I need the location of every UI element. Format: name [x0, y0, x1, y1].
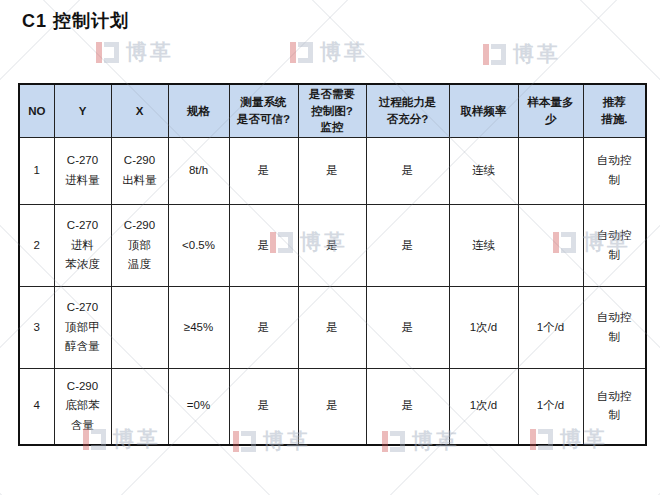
cell-process-capability: 是	[366, 205, 449, 287]
cell-control-chart: 是	[298, 138, 366, 205]
bogee-logo-icon	[96, 42, 119, 63]
cell-sampling-frequency: 连续	[449, 205, 518, 287]
watermark: 博革	[96, 38, 174, 66]
cell-sampling-frequency: 1次/d	[449, 287, 518, 369]
cell-spec: 8t/h	[168, 138, 229, 205]
cell-sample-size	[518, 138, 583, 205]
cell-measurement-system: 是	[229, 287, 298, 369]
column-header-no: NO	[19, 84, 54, 138]
table-row: 1 C-270 进料量 C-290 出料量 8t/h 是 是 是 连续 自动控 …	[19, 138, 646, 205]
cell-x	[111, 369, 168, 445]
cell-spec: =0%	[168, 369, 229, 445]
watermark: 博革	[483, 40, 561, 68]
cell-measurement-system: 是	[229, 138, 298, 205]
cell-no: 3	[19, 287, 54, 369]
cell-no: 4	[19, 369, 54, 445]
cell-spec: <0.5%	[168, 205, 229, 287]
cell-recommended-action: 自动控 制	[583, 369, 646, 445]
page-title: C1 控制计划	[22, 9, 129, 33]
column-header-control-chart: 是否需要 控制图? 监控	[298, 84, 366, 138]
cell-no: 1	[19, 138, 54, 205]
cell-sampling-frequency: 1次/d	[449, 369, 518, 445]
cell-recommended-action: 自动控 制	[583, 205, 646, 287]
watermark-text: 博革	[320, 38, 368, 66]
column-header-sample-size: 样本量多 少	[518, 84, 583, 138]
cell-recommended-action: 自动控 制	[583, 287, 646, 369]
cell-process-capability: 是	[366, 369, 449, 445]
column-header-y: Y	[54, 84, 111, 138]
cell-sampling-frequency: 连续	[449, 138, 518, 205]
column-header-x: X	[111, 84, 168, 138]
table-header-row: NO Y X 规格 测量系统 是否可信? 是否需要 控制图? 监控 过程能力是 …	[19, 84, 646, 138]
cell-process-capability: 是	[366, 138, 449, 205]
cell-y: C-270 进料量	[54, 138, 111, 205]
cell-sample-size: 1个/d	[518, 287, 583, 369]
cell-control-chart: 是	[298, 287, 366, 369]
control-plan-table: NO Y X 规格 测量系统 是否可信? 是否需要 控制图? 监控 过程能力是 …	[18, 83, 647, 446]
table-row: 3 C-270 顶部甲 醇含量 ≥45% 是 是 是 1次/d 1个/d 自动控…	[19, 287, 646, 369]
cell-no: 2	[19, 205, 54, 287]
cell-y: C-270 进料 苯浓度	[54, 205, 111, 287]
column-header-sampling-frequency: 取样频率	[449, 84, 518, 138]
cell-spec: ≥45%	[168, 287, 229, 369]
watermark-text: 博革	[126, 38, 174, 66]
slide-page: C1 控制计划 博革 博革 博革 博革 博革 博革 博革	[0, 0, 660, 495]
cell-x: C-290 顶部 温度	[111, 205, 168, 287]
cell-x	[111, 287, 168, 369]
cell-measurement-system: 是	[229, 369, 298, 445]
column-header-measurement-system: 测量系统 是否可信?	[229, 84, 298, 138]
column-header-process-capability: 过程能力是 否充分?	[366, 84, 449, 138]
column-header-spec: 规格	[168, 84, 229, 138]
bogee-logo-icon	[483, 44, 506, 65]
table-row: 2 C-270 进料 苯浓度 C-290 顶部 温度 <0.5% 是 是 是 连…	[19, 205, 646, 287]
watermark: 博革	[290, 38, 368, 66]
cell-sample-size: 1个/d	[518, 369, 583, 445]
cell-process-capability: 是	[366, 287, 449, 369]
column-header-recommended-action: 推荐 措施.	[583, 84, 646, 138]
bogee-logo-icon	[290, 42, 313, 63]
cell-y: C-270 顶部甲 醇含量	[54, 287, 111, 369]
cell-measurement-system: 是	[229, 205, 298, 287]
cell-control-chart: 是	[298, 205, 366, 287]
table-row: 4 C-290 底部苯 含量 =0% 是 是 是 1次/d 1个/d 自动控 制	[19, 369, 646, 445]
cell-x: C-290 出料量	[111, 138, 168, 205]
cell-control-chart: 是	[298, 369, 366, 445]
cell-y: C-290 底部苯 含量	[54, 369, 111, 445]
cell-recommended-action: 自动控 制	[583, 138, 646, 205]
cell-sample-size	[518, 205, 583, 287]
watermark-text: 博革	[513, 40, 561, 68]
